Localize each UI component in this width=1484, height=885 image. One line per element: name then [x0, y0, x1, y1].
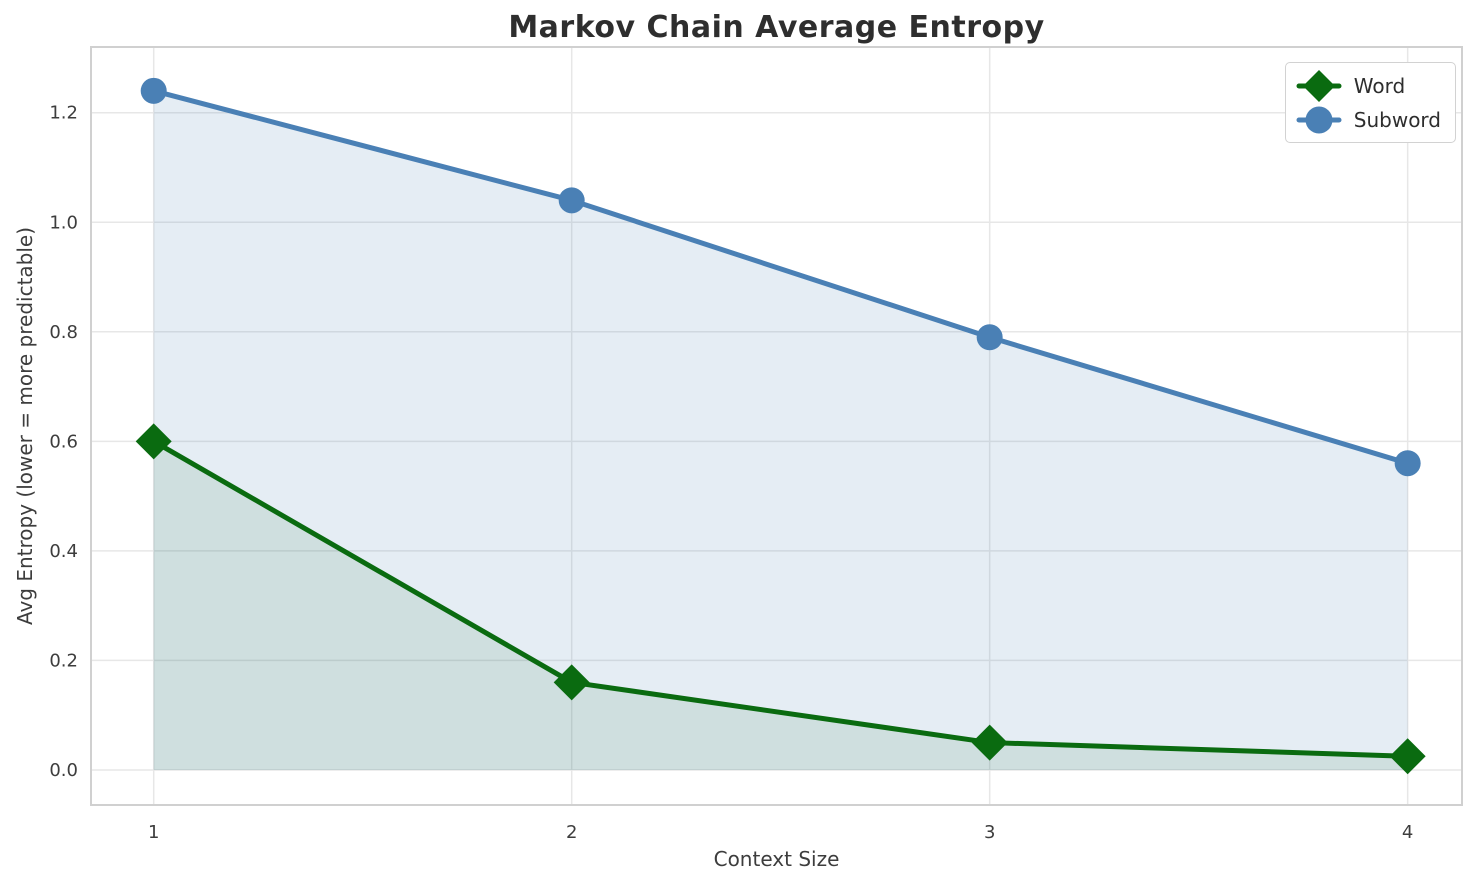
- data-point-subword: [976, 324, 1003, 351]
- legend-label-word: Word: [1353, 73, 1406, 98]
- legend-item-word: Word: [1296, 69, 1441, 102]
- data-point-word: [1389, 738, 1426, 775]
- y-tick-label: 1.2: [49, 103, 78, 124]
- y-tick-label: 1.0: [49, 212, 78, 233]
- legend-marker: [1302, 69, 1335, 102]
- word-diamond-marker-icon: [1296, 69, 1342, 102]
- legend-label-subword: Subword: [1353, 107, 1441, 132]
- series-line-subword: [151, 88, 1411, 466]
- series-line-word: [151, 438, 1411, 759]
- y-tick-label: 0.6: [49, 431, 78, 452]
- legend-item-subword: Subword: [1296, 104, 1441, 135]
- data-point-subword: [140, 77, 167, 104]
- y-tick-label: 0.2: [49, 650, 78, 671]
- x-axis-label: Context Size: [713, 847, 840, 871]
- subword-circle-marker-icon: [1296, 106, 1342, 133]
- area-fill-subword: [153, 90, 1408, 770]
- x-tick-label: 1: [148, 822, 159, 843]
- x-tick-label: 3: [984, 822, 995, 843]
- area-fill-word: [153, 441, 1408, 770]
- legend: Word Subword: [1284, 62, 1456, 143]
- legend-marker: [1305, 106, 1333, 133]
- data-point-word: [135, 423, 172, 460]
- plot-border: [90, 46, 1463, 806]
- x-tick-label: 2: [566, 822, 577, 843]
- y-tick-label: 0.8: [49, 322, 78, 343]
- chart-title: Markov Chain Average Entropy: [508, 10, 1045, 45]
- y-tick-label: 0.4: [49, 541, 78, 562]
- data-point-subword: [1394, 450, 1421, 477]
- y-tick-label: 0.0: [49, 760, 78, 781]
- data-point-subword: [558, 187, 585, 214]
- data-point-word: [971, 724, 1008, 761]
- x-tick-label: 4: [1402, 822, 1413, 843]
- data-point-word: [553, 664, 590, 701]
